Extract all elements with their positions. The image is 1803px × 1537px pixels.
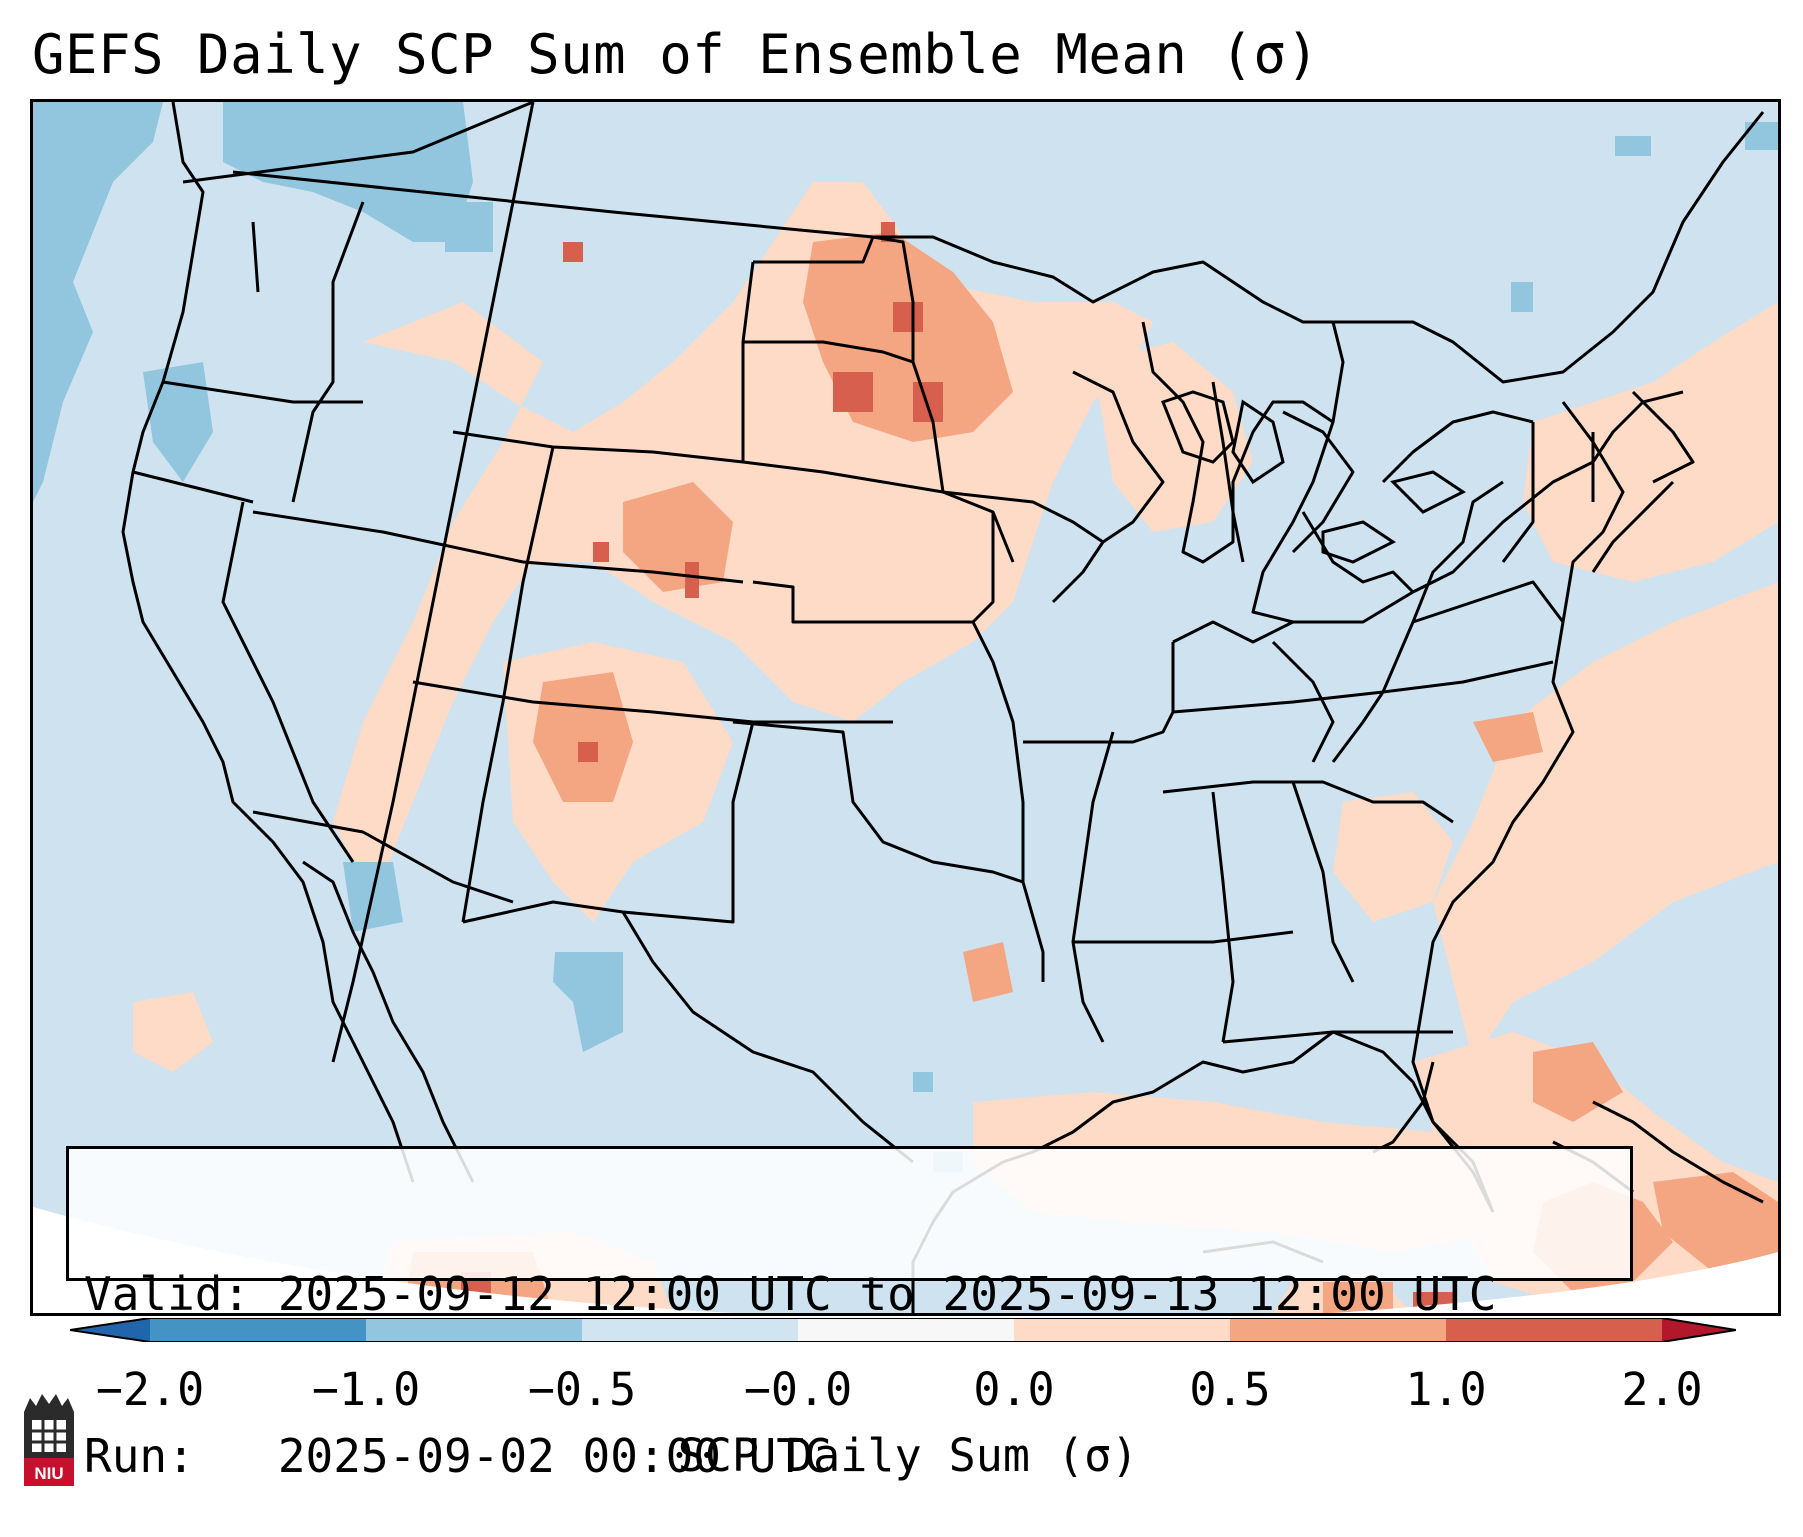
niu-logo-icon: NIU: [24, 1394, 74, 1486]
colorbar-tick-5: 0.0: [973, 1363, 1055, 1416]
lake-outlines: [1161, 390, 1466, 564]
colorbar-bin-1: [150, 1318, 366, 1342]
colorbar-bin-2: [366, 1318, 582, 1342]
colorbar-bin-4: [798, 1318, 1014, 1342]
colorbar-tick-2: −1.0: [311, 1363, 421, 1416]
valid-time-text: Valid: 2025-09-12 12:00 UTC to 2025-09-1…: [84, 1267, 1497, 1321]
map-panel: [30, 99, 1781, 1316]
colorbar-bin-3: [582, 1318, 798, 1342]
colorbar-tick-3: −0.5: [527, 1363, 637, 1416]
colorbar-tick-6: 0.5: [1189, 1363, 1271, 1416]
colorbar-bin-6: [1230, 1318, 1446, 1342]
run-time-text: Run: 2025-09-02 00:00 UTC: [84, 1429, 832, 1483]
colorbar-tick-1: −2.0: [95, 1363, 205, 1416]
map-svg: [33, 102, 1778, 1313]
colorbar-extend-low: [70, 1318, 150, 1342]
valid-run-info-box: Valid: 2025-09-12 12:00 UTC to 2025-09-1…: [66, 1146, 1633, 1483]
colorbar: [70, 1318, 1736, 1342]
colorbar-bin-7: [1446, 1318, 1662, 1342]
geographic-borders: [121, 102, 1765, 1313]
niu-logo-text: NIU: [34, 1464, 63, 1483]
chart-title: GEFS Daily SCP Sum of Ensemble Mean (σ): [32, 23, 1320, 86]
colorbar-tick-4: −0.0: [743, 1363, 853, 1416]
colorbar-tick-8: 2.0: [1621, 1363, 1703, 1416]
colorbar-bin-5: [1014, 1318, 1230, 1342]
colorbar-label: SCP Daily Sum (σ): [677, 1429, 1139, 1482]
colorbar-extend-high: [1662, 1318, 1736, 1342]
colorbar-tick-7: 1.0: [1405, 1363, 1487, 1416]
